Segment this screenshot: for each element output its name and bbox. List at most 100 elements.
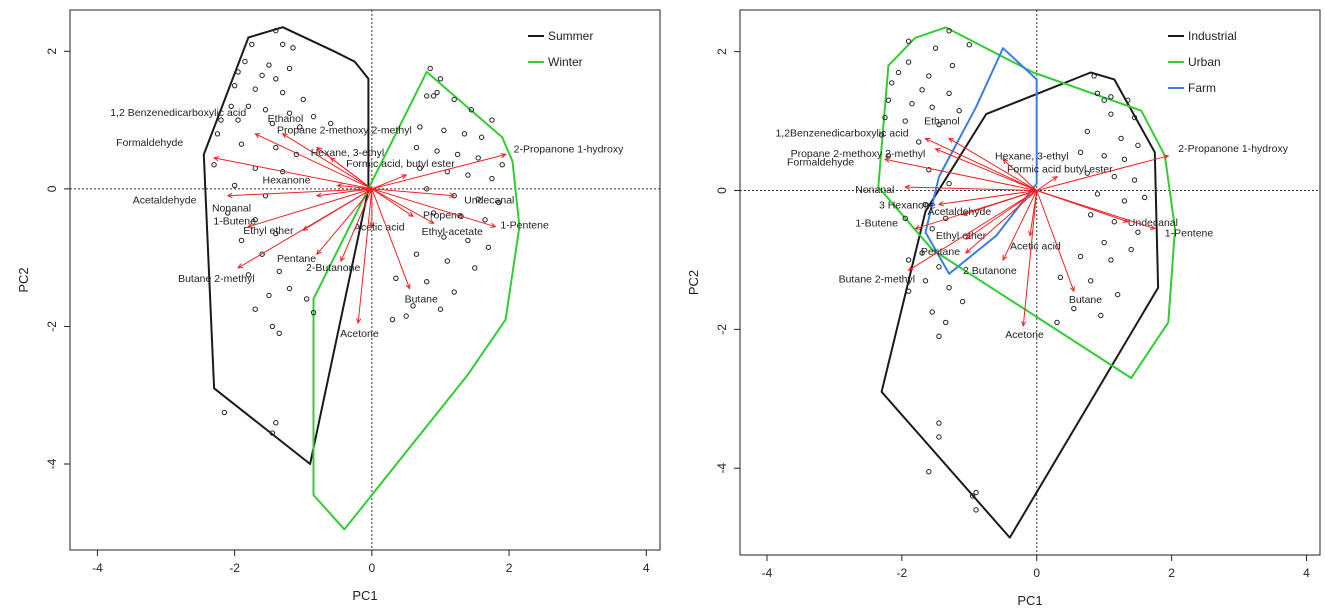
y-tick-label: 0 — [715, 187, 729, 194]
loading-label-1-2benzenedicarboxylic-acid: 1,2Benzenedicarboxylic acid — [775, 127, 908, 139]
loading-arrowhead — [369, 221, 375, 228]
loading-label-hexane-3-ethyl: Hexane, 3-ethyl — [311, 147, 385, 159]
plot-frame — [69, 9, 661, 551]
loading-arrow-2-propanone-1-hydroxy — [1036, 155, 1169, 191]
legend-label-winter: Winter — [548, 55, 583, 69]
loading-arrowhead — [408, 211, 414, 218]
loading-arrow-formic-acid-butyl-ester — [371, 174, 407, 190]
data-point — [1111, 219, 1118, 225]
loading-arrow-2-butanone — [1002, 190, 1038, 261]
loading-label-2-butanone: 2 Butanone — [963, 265, 1017, 277]
hull-summer — [202, 26, 370, 465]
data-point — [949, 62, 956, 69]
y-axis-title: PC2 — [686, 270, 701, 295]
data-point — [413, 144, 420, 151]
loading-label-ethanol: Ethanol — [268, 113, 304, 125]
data-point — [437, 76, 444, 82]
loading-label-butane-2-methyl: Butane 2-methyl — [178, 273, 254, 285]
y-tick-label: -4 — [715, 463, 729, 474]
data-point — [1101, 239, 1107, 246]
data-point — [427, 65, 433, 72]
data-point — [238, 141, 245, 147]
data-point — [1057, 274, 1064, 280]
data-point — [905, 257, 912, 263]
loading-label-pentane: Pentane — [277, 253, 316, 265]
data-point — [882, 114, 888, 121]
data-point — [273, 76, 279, 82]
data-point — [279, 89, 286, 96]
data-point — [1087, 278, 1094, 284]
loading-arrowhead — [964, 234, 971, 240]
loading-label-1-2-benzenedicarboxylic-acid: 1,2 Benzenedicarboxylic acid — [110, 107, 246, 119]
loading-arrow-butane — [1036, 190, 1075, 292]
loading-label-acetic-acid: Acetic acid — [1010, 241, 1061, 253]
data-point — [1135, 229, 1141, 235]
loading-label-acetaldehyde: Acetaldehyde — [928, 206, 992, 218]
data-point — [451, 289, 457, 295]
data-point — [929, 309, 935, 315]
loading-label-undecanal: Undecanal — [464, 195, 514, 207]
x-tick-label: 0 — [1033, 566, 1040, 580]
data-point — [1108, 94, 1114, 100]
data-point — [310, 309, 317, 316]
data-point — [221, 409, 228, 416]
loading-arrow-acetaldehyde — [227, 188, 372, 197]
data-point — [417, 124, 423, 130]
data-point — [266, 292, 272, 299]
data-point — [922, 278, 929, 284]
data-point — [936, 420, 942, 426]
data-point — [1091, 73, 1097, 79]
data-point — [909, 101, 915, 107]
data-point — [1087, 212, 1094, 218]
data-point — [211, 162, 217, 168]
data-point — [969, 493, 976, 499]
loading-arrowhead — [329, 157, 336, 163]
loading-arrowhead — [302, 225, 309, 231]
data-point — [1141, 194, 1148, 201]
data-point — [269, 430, 276, 436]
y-tick-label: -2 — [45, 321, 59, 332]
loading-label-ethanol: Ethanol — [924, 115, 960, 127]
data-point — [218, 117, 224, 123]
data-point — [273, 420, 279, 426]
data-point — [451, 96, 457, 103]
data-point — [262, 107, 269, 113]
loading-arrow-ethyl-ether — [965, 190, 1038, 240]
data-point — [297, 124, 303, 130]
loading-label-2-propanone-1-hydroxy: 2-Propanone 1-hydroxy — [514, 143, 624, 155]
loading-arrowhead — [1051, 175, 1058, 182]
loading-arrow-acetone — [1022, 190, 1038, 326]
data-point — [245, 103, 252, 110]
data-point — [1071, 305, 1077, 312]
loading-arrowhead — [340, 256, 346, 263]
loading-arrowhead — [1163, 154, 1170, 160]
data-point — [225, 210, 231, 216]
data-point — [905, 59, 912, 65]
data-point — [430, 210, 437, 216]
data-point — [238, 237, 245, 244]
loading-label-propene: Propene — [423, 209, 463, 221]
data-point — [231, 182, 238, 189]
data-point — [252, 217, 258, 223]
data-point — [472, 265, 478, 271]
data-point — [1121, 156, 1128, 162]
loading-arrowhead — [924, 137, 931, 143]
data-point — [424, 279, 430, 285]
x-axis-title: PC1 — [1017, 593, 1042, 608]
data-point — [1084, 128, 1091, 135]
data-point — [1101, 153, 1107, 159]
data-point — [1054, 319, 1060, 326]
loading-label-nonanal: Nonanal — [855, 184, 894, 196]
data-point — [916, 139, 922, 145]
data-point — [1131, 114, 1138, 121]
data-point — [973, 507, 979, 513]
data-point — [1077, 149, 1084, 156]
loading-arrow-hexane-3-ethyl — [1002, 158, 1038, 191]
data-point — [393, 275, 399, 281]
data-point — [946, 285, 952, 291]
data-point — [327, 120, 334, 127]
y-axis-title: PC2 — [16, 267, 31, 292]
data-point — [489, 175, 495, 182]
data-point — [1118, 135, 1124, 142]
data-point — [461, 131, 468, 137]
